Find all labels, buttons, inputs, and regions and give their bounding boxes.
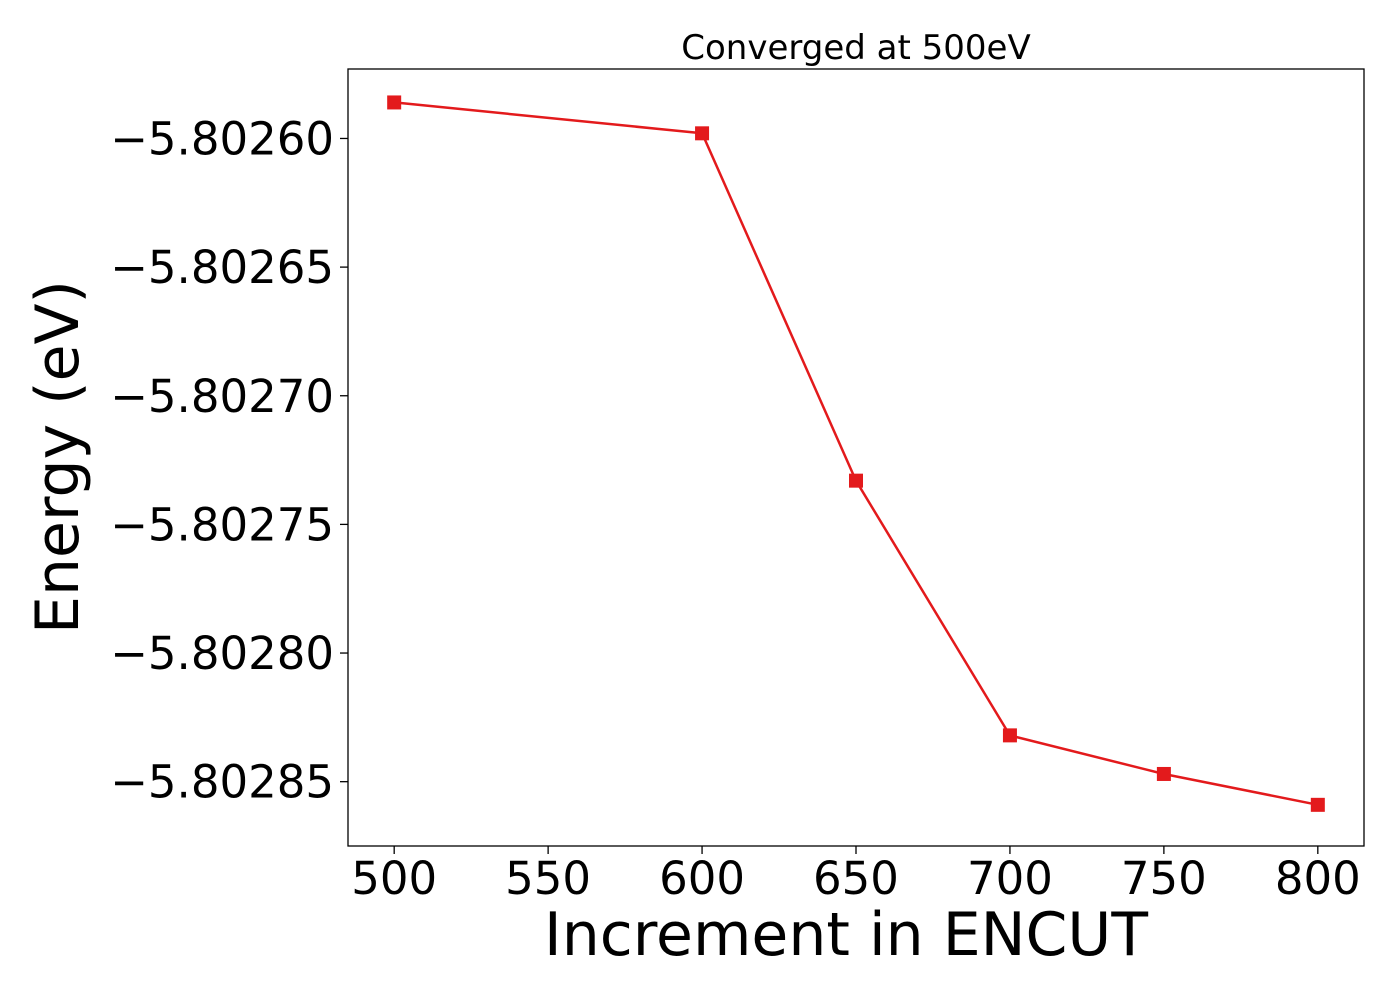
- y-tick-label: −5.80265: [110, 241, 334, 294]
- plot-area: [387, 95, 1325, 812]
- data-point: [695, 126, 710, 141]
- x-axis: 500 550 600 650 700 750 800: [351, 846, 1361, 905]
- x-tick-label: 650: [813, 852, 899, 905]
- y-tick-label: −5.80285: [110, 756, 334, 809]
- y-tick-label: −5.80260: [110, 112, 334, 165]
- x-tick-label: 500: [351, 852, 437, 905]
- x-tick-label: 800: [1275, 852, 1361, 905]
- data-point: [1156, 766, 1171, 781]
- data-point: [387, 95, 402, 110]
- data-point: [849, 473, 863, 488]
- x-tick-label: 700: [967, 852, 1053, 905]
- y-axis: −5.80260 −5.80265 −5.80270 −5.80275 −5.80280…: [110, 112, 348, 809]
- y-tick-label: −5.80275: [110, 498, 334, 551]
- y-axis-label: Energy (eV): [23, 280, 93, 634]
- y-tick-label: −5.80280: [110, 627, 334, 680]
- chart-title: Converged at 500eV: [681, 28, 1030, 68]
- y-tick-label: −5.80270: [110, 370, 334, 423]
- data-point: [1002, 728, 1017, 743]
- data-point: [1310, 797, 1325, 812]
- plot-frame: [347, 68, 1365, 847]
- x-tick-label: 550: [505, 852, 591, 905]
- series-line: [394, 101, 1319, 807]
- x-axis-label: Increment in ENCUT: [544, 900, 1148, 970]
- x-tick-label: 600: [659, 852, 745, 905]
- x-tick-label: 750: [1121, 852, 1207, 905]
